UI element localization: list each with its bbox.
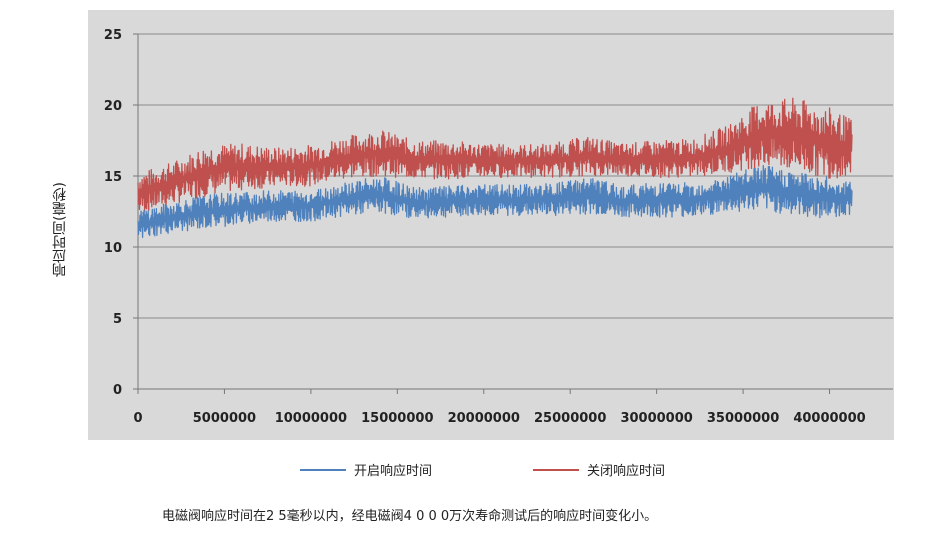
caption-text: 电磁阀响应时间在2 5毫秒以内，经电磁阀4 0 0 0万次寿命测试后的响应时间变…	[162, 509, 658, 524]
x-tick-label: 0	[133, 411, 142, 426]
x-tick-label: 30000000	[620, 411, 692, 426]
y-tick-label: 5	[113, 312, 122, 327]
plot-area	[88, 10, 894, 440]
x-tick-label: 15000000	[361, 411, 433, 426]
y-tick-label: 25	[104, 28, 122, 43]
x-tick-label: 20000000	[448, 411, 520, 426]
y-tick-label: 0	[113, 383, 122, 398]
x-tick-label: 40000000	[793, 411, 865, 426]
y-axis-label: 响应时间(毫秒)	[52, 182, 68, 278]
legend-item-close: 关闭响应时间	[533, 460, 665, 479]
y-tick-label: 10	[104, 241, 122, 256]
y-tick-label: 20	[104, 99, 122, 114]
series-open-line	[137, 164, 853, 238]
legend-swatch-close	[533, 468, 579, 471]
x-tick-label: 35000000	[707, 411, 779, 426]
legend-label-open: 开启响应时间	[354, 464, 433, 479]
legend-item-open: 开启响应时间	[300, 460, 432, 479]
x-tick-label: 25000000	[534, 411, 606, 426]
legend-label-close: 关闭响应时间	[587, 464, 666, 479]
y-tick-label: 15	[104, 170, 122, 185]
legend-swatch-open	[300, 468, 346, 471]
x-tick-label: 5000000	[193, 411, 256, 426]
x-tick-label: 10000000	[275, 411, 347, 426]
series-close-line	[137, 97, 853, 212]
